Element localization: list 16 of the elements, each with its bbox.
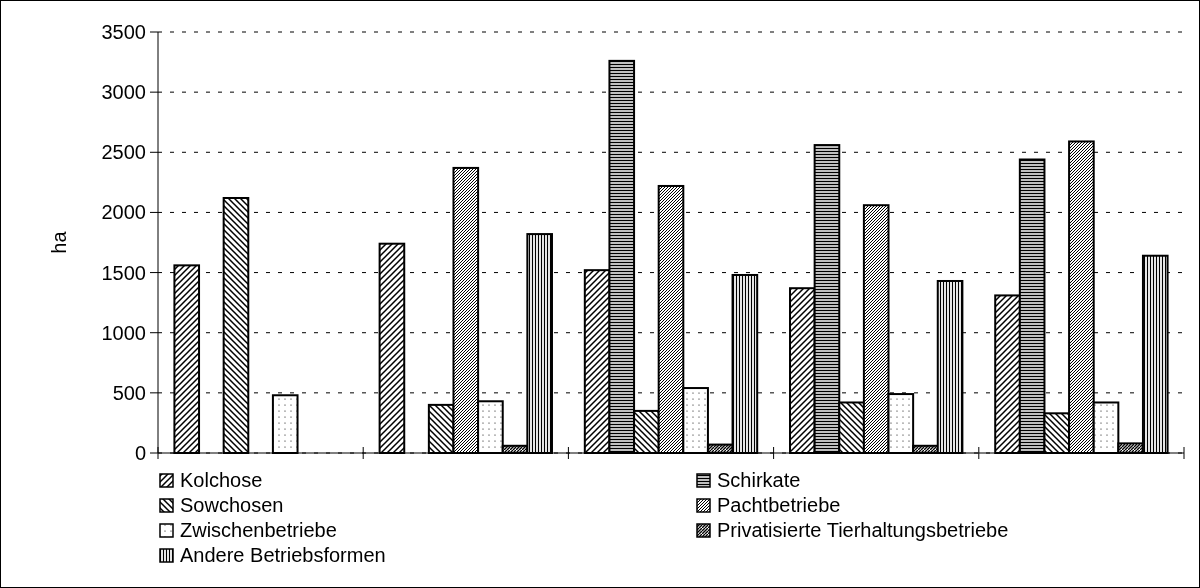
y-tick-label: 2500 (101, 141, 146, 164)
legend-label: Sowchosen (180, 494, 284, 516)
y-tick-label: 1500 (101, 261, 146, 284)
y-axis-title: ha (48, 230, 70, 254)
legend-label: Pachtbetriebe (717, 494, 841, 516)
y-tick-label: 1000 (101, 321, 146, 344)
legend-label: Schirkate (717, 469, 801, 491)
y-tick-label: 500 (112, 381, 146, 404)
y-tick-label: 0 (134, 442, 146, 464)
legend-label: Zwischenbetriebe (180, 519, 337, 541)
legend-label: Privatisierte Tierhaltungsbetriebe (717, 519, 1009, 541)
y-tick-label: 3000 (101, 81, 146, 104)
y-tick-label: 2000 (101, 201, 146, 224)
y-tick-label: 3500 (101, 21, 146, 43)
legend-label: Kolchose (180, 469, 263, 491)
legend-label: Andere Betriebsformen (180, 544, 386, 566)
